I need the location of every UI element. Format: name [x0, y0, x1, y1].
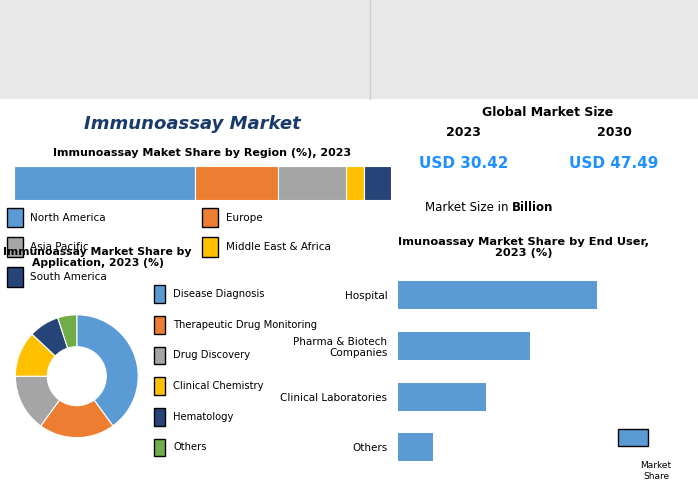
Circle shape — [89, 20, 226, 75]
Bar — [278, 166, 346, 200]
Text: Imunoassay Market Share by End User,
2023 (%): Imunoassay Market Share by End User, 202… — [398, 237, 649, 258]
Text: Hematology: Hematology — [173, 412, 233, 422]
Text: 🔥: 🔥 — [398, 40, 408, 55]
FancyBboxPatch shape — [202, 237, 218, 257]
Wedge shape — [32, 318, 68, 356]
FancyBboxPatch shape — [154, 285, 165, 303]
Text: Europe: Europe — [226, 212, 262, 223]
Text: Market
Share: Market Share — [641, 461, 671, 481]
FancyBboxPatch shape — [7, 237, 22, 257]
Text: ⚡: ⚡ — [151, 39, 164, 56]
Bar — [14, 166, 195, 200]
FancyBboxPatch shape — [7, 208, 22, 227]
Text: Market Size in: Market Size in — [424, 201, 512, 214]
Circle shape — [331, 26, 475, 69]
Text: Global Market Size: Global Market Size — [482, 106, 614, 119]
Text: Immunoassay Market to grow
at a CAGR of 6.57% during
2024-2030.: Immunoassay Market to grow at a CAGR of … — [476, 29, 638, 66]
Text: Immunoassay Market Share by
Application, 2023 (%): Immunoassay Market Share by Application,… — [3, 247, 192, 268]
FancyBboxPatch shape — [618, 429, 648, 446]
Text: 2023: 2023 — [447, 126, 482, 140]
FancyBboxPatch shape — [154, 439, 165, 456]
Wedge shape — [77, 315, 138, 426]
Text: Others: Others — [173, 443, 207, 452]
Bar — [398, 281, 597, 309]
Bar — [398, 433, 433, 461]
Circle shape — [10, 8, 85, 67]
Text: Drug Discovery: Drug Discovery — [173, 350, 250, 360]
Text: Therapeutic Drug Monitoring: Therapeutic Drug Monitoring — [173, 320, 317, 330]
Text: USD 47.49: USD 47.49 — [570, 155, 659, 171]
Text: North America: North America — [31, 212, 106, 223]
Text: Immunoassay Maket Share by Region (%), 2023: Immunoassay Maket Share by Region (%), 2… — [53, 148, 352, 158]
Bar — [398, 332, 530, 360]
FancyBboxPatch shape — [154, 346, 165, 364]
FancyBboxPatch shape — [154, 408, 165, 426]
Text: MMR: MMR — [75, 41, 114, 54]
Text: South America: South America — [31, 272, 107, 282]
Text: North America accounted the
highest market share in
Immunoassay Market: North America accounted the highest mark… — [192, 29, 352, 66]
FancyBboxPatch shape — [202, 208, 218, 227]
FancyBboxPatch shape — [154, 377, 165, 395]
Text: Immunoassay Market: Immunoassay Market — [84, 115, 300, 133]
Text: Clinical Chemistry: Clinical Chemistry — [173, 381, 264, 391]
Text: 2030: 2030 — [597, 126, 632, 140]
Text: USD 30.42: USD 30.42 — [419, 155, 509, 171]
Bar — [398, 383, 487, 410]
Bar — [346, 166, 364, 200]
Wedge shape — [15, 376, 59, 426]
Text: Disease Diagnosis: Disease Diagnosis — [173, 289, 265, 299]
Wedge shape — [58, 315, 77, 348]
Text: Asia Pacific: Asia Pacific — [31, 242, 89, 252]
FancyBboxPatch shape — [7, 267, 22, 287]
Wedge shape — [40, 400, 113, 438]
Bar — [195, 166, 278, 200]
Wedge shape — [15, 334, 55, 376]
Bar — [364, 166, 391, 200]
Text: Middle East & Africa: Middle East & Africa — [226, 242, 331, 252]
Text: Billion: Billion — [512, 201, 554, 214]
FancyBboxPatch shape — [154, 316, 165, 334]
